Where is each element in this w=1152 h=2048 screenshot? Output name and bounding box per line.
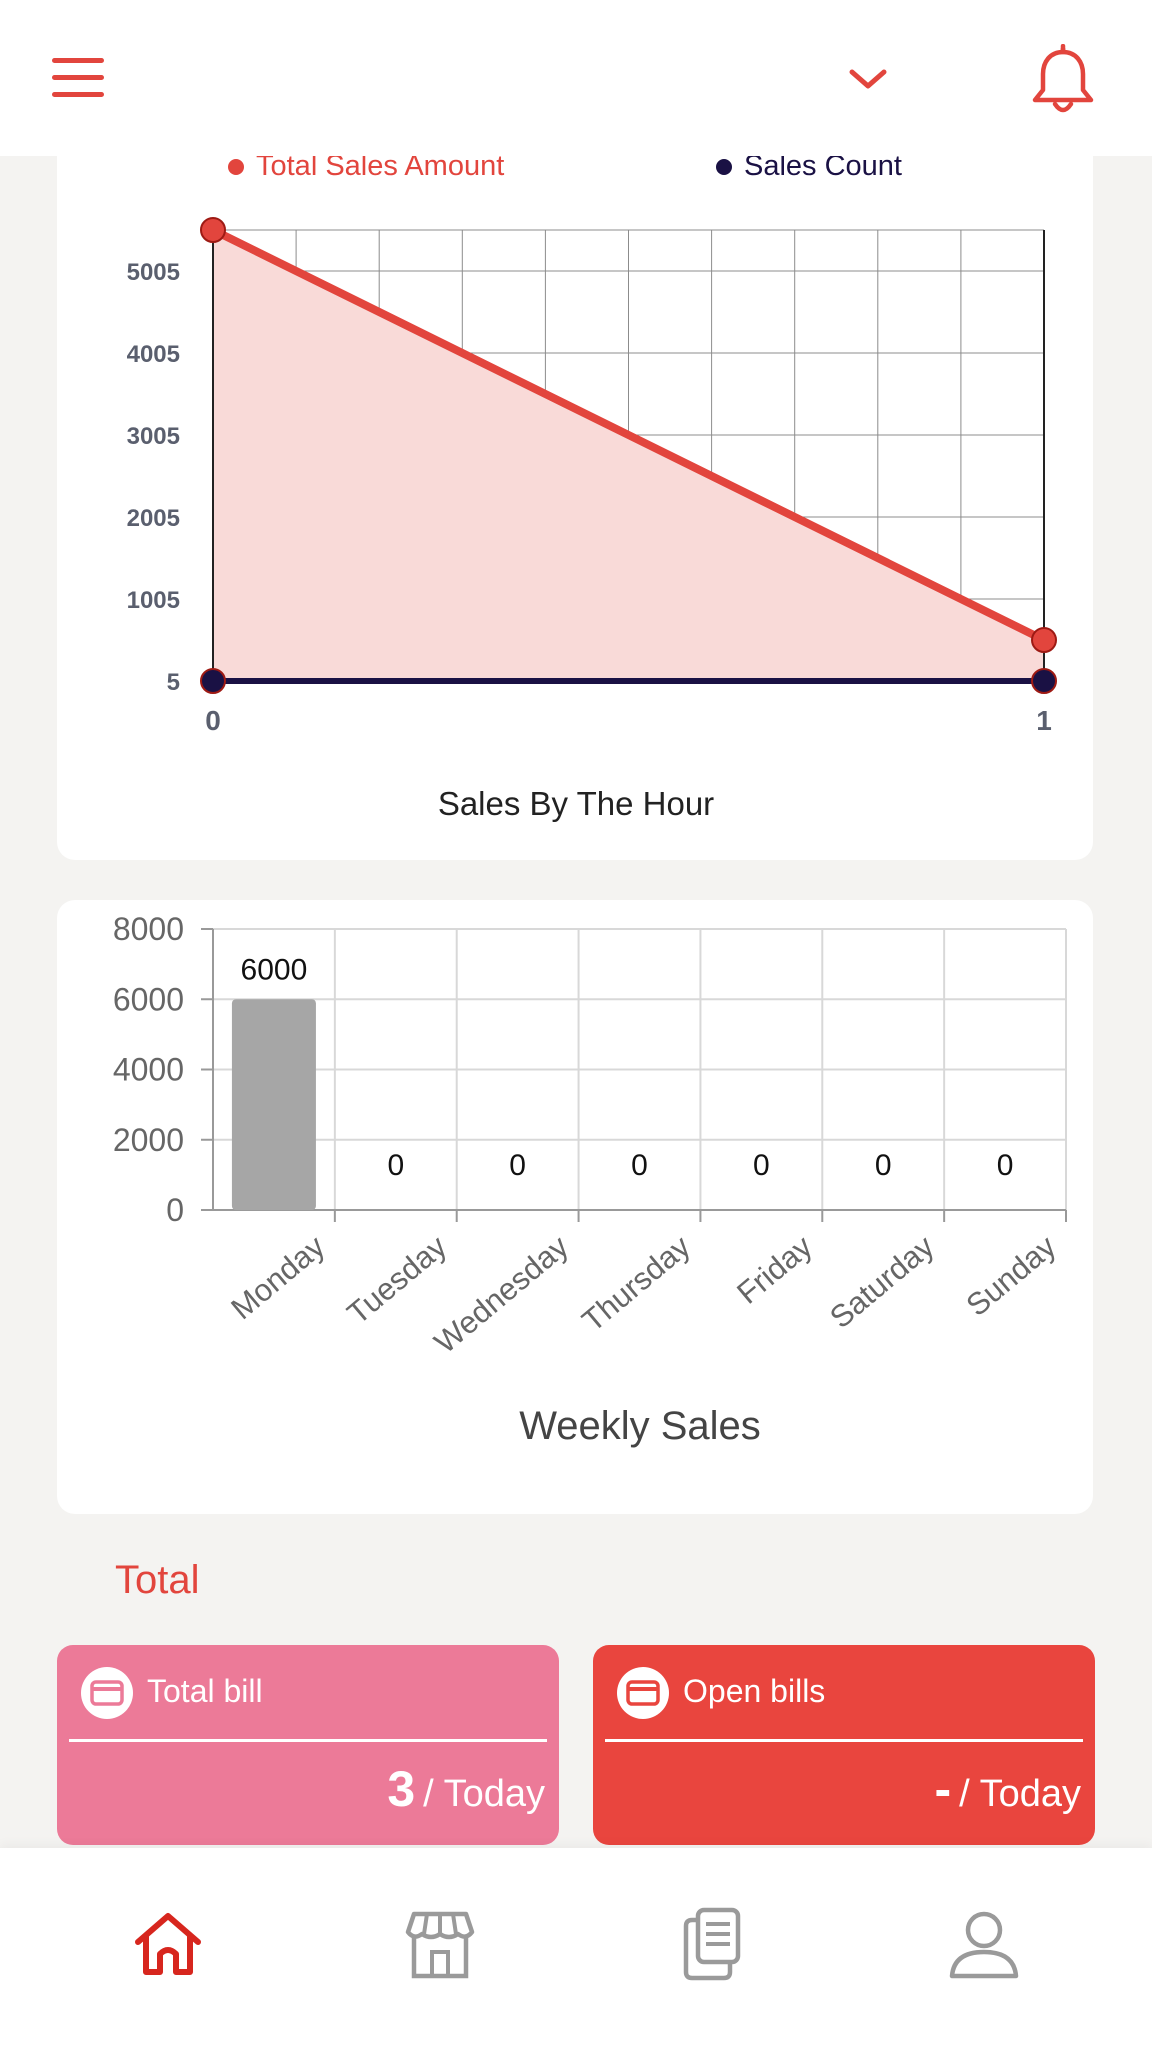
y-tick-label: 3005: [127, 423, 180, 450]
data-label-saturday: 0: [875, 1149, 892, 1182]
open-bills-value: -: [934, 1761, 952, 1817]
total-bill-value-row: 3 / Today: [387, 1760, 545, 1818]
x-tick-label-saturday: Saturday: [823, 1228, 941, 1335]
open-bills-suffix: / Today: [959, 1773, 1081, 1815]
point-total-sales-amount: [1031, 627, 1057, 653]
documents-icon[interactable]: [672, 1904, 752, 1984]
y-tick-label: 0: [166, 1192, 184, 1228]
weekly-sales-card: [57, 900, 1093, 1514]
data-label-monday: 6000: [241, 953, 308, 986]
y-tick-label: 8000: [113, 911, 184, 947]
legend-dot-total-sales: [228, 158, 244, 175]
data-label-sunday: 0: [997, 1149, 1014, 1182]
sales-by-hour-title: Sales By The Hour: [437, 785, 715, 822]
totals-section-title: Total: [115, 1558, 200, 1602]
x-tick-label-thursday: Thursday: [575, 1228, 697, 1338]
x-tick-label-wednesday: Wednesday: [428, 1228, 576, 1360]
data-label-wednesday: 0: [509, 1149, 526, 1182]
credit-card-icon: [617, 1667, 669, 1719]
y-tick-label: 2005: [127, 505, 180, 532]
x-tick-label-sunday: Sunday: [959, 1228, 1062, 1323]
credit-card-icon: [81, 1667, 133, 1719]
legend-dot-sales-count: [716, 158, 732, 175]
total-bill-card[interactable]: Total bill 3 / Today: [57, 1645, 559, 1845]
x-tick-label: 1: [1036, 705, 1052, 736]
open-bills-value-row: - / Today: [935, 1760, 1082, 1818]
y-tick-label: 4000: [113, 1052, 184, 1088]
line-total-sales-amount: [209, 226, 1048, 644]
weekly-sales-title: Weekly Sales: [519, 1404, 761, 1448]
point-total-sales-amount: [200, 217, 226, 243]
y-tick-label: 4005: [127, 341, 180, 368]
point-sales-count: [1031, 668, 1057, 694]
app-header: [0, 0, 1152, 156]
y-tick-label: 5005: [127, 259, 180, 286]
x-tick-label-friday: Friday: [730, 1228, 819, 1310]
user-icon[interactable]: [944, 1904, 1024, 1984]
sales-by-hour-chart: 5 1005 2005 3005 4005 5005 0 1: [127, 217, 1057, 736]
open-bills-label: Open bills: [683, 1673, 826, 1709]
hamburger-icon[interactable]: [52, 58, 104, 98]
data-label-friday: 0: [753, 1149, 770, 1182]
bar-monday: [231, 999, 316, 1210]
chevron-down-icon[interactable]: [846, 62, 890, 96]
data-label-tuesday: 0: [387, 1149, 404, 1182]
y-tick-label: 1005: [127, 587, 180, 614]
store-icon[interactable]: [400, 1904, 480, 1984]
x-tick-label: 0: [205, 705, 221, 736]
hour-chart-legend: Total Sales Amount Sales Count: [0, 150, 1152, 190]
x-tick-label-tuesday: Tuesday: [341, 1228, 454, 1331]
open-bills-card[interactable]: Open bills - / Today: [593, 1645, 1095, 1845]
home-icon[interactable]: [128, 1904, 208, 1984]
y-tick-label: 6000: [113, 981, 184, 1017]
bottom-navigation: [0, 1848, 1152, 2048]
data-label-thursday: 0: [631, 1149, 648, 1182]
total-bill-label: Total bill: [147, 1673, 263, 1709]
total-bill-suffix: / Today: [423, 1773, 545, 1815]
divider: [605, 1739, 1083, 1742]
divider: [69, 1739, 547, 1742]
area-total-sales-amount: [213, 230, 1044, 681]
bell-icon[interactable]: [1030, 44, 1096, 116]
weekly-sales-chart: 0 2000 4000 6000 8000 6000 Monday 0 Tuesday 0 Wedn…: [113, 911, 1067, 1360]
y-tick-label: 5: [167, 669, 180, 696]
point-sales-count: [200, 668, 226, 694]
y-tick-label: 2000: [113, 1122, 184, 1158]
total-bill-value: 3: [387, 1761, 416, 1817]
x-tick-label-monday: Monday: [224, 1228, 331, 1326]
